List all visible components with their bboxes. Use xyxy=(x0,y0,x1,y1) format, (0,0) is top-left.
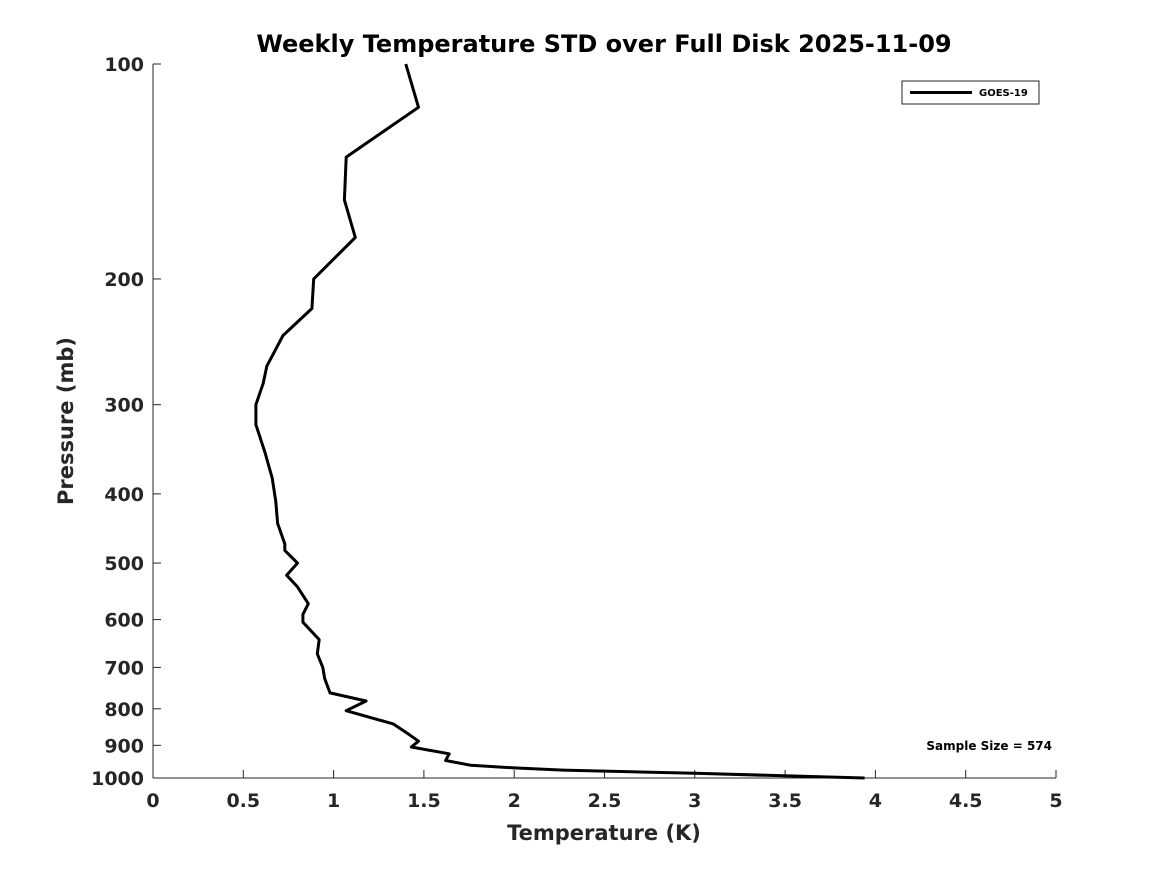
x-tick-label: 3.5 xyxy=(768,790,802,812)
series-line-goes-19 xyxy=(254,63,865,780)
y-tick-label: 900 xyxy=(104,735,144,757)
x-tick-label: 4 xyxy=(869,790,882,812)
y-tick-label: 500 xyxy=(104,553,144,575)
legend-entry-label: GOES-19 xyxy=(979,88,1028,99)
x-tick-label: 2.5 xyxy=(588,790,622,812)
x-tick-label: 1.5 xyxy=(407,790,441,812)
x-tick-label: 3 xyxy=(688,790,701,812)
y-tick-label: 100 xyxy=(104,54,144,76)
x-tick-label: 5 xyxy=(1049,790,1062,812)
y-tick-label: 1000 xyxy=(91,768,144,790)
y-tick-label: 600 xyxy=(104,610,144,632)
y-tick-label: 800 xyxy=(104,699,144,721)
x-tick-label: 1 xyxy=(327,790,340,812)
series-group xyxy=(254,63,865,780)
legend: GOES-19 xyxy=(901,80,1040,105)
y-axis-ticks: 100 200 300 400 500 600 700 800 900 1000 xyxy=(91,54,161,790)
x-tick-label: 2 xyxy=(508,790,521,812)
y-tick-label: 400 xyxy=(104,484,144,506)
x-tick-label: 4.5 xyxy=(949,790,983,812)
y-tick-label: 300 xyxy=(104,395,144,417)
x-axis-ticks: 0 0.5 1 1.5 2 2.5 3 3.5 4 4.5 5 xyxy=(146,770,1063,812)
sample-size-annotation: Sample Size = 574 xyxy=(926,739,1052,753)
y-tick-label: 700 xyxy=(104,657,144,679)
x-axis-label: Temperature (K) xyxy=(507,821,701,845)
y-axis-label: Pressure (mb) xyxy=(54,337,78,505)
x-tick-label: 0.5 xyxy=(226,790,260,812)
chart-title: Weekly Temperature STD over Full Disk 20… xyxy=(256,30,951,58)
y-tick-label: 200 xyxy=(104,269,144,291)
x-tick-label: 0 xyxy=(146,790,159,812)
